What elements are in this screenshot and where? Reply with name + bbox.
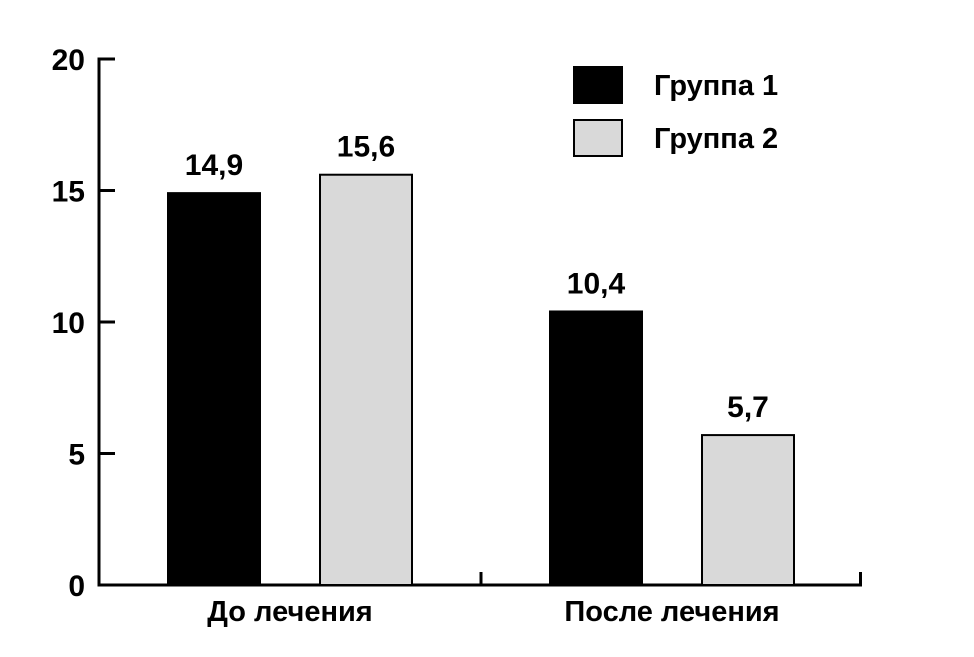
bars	[167, 173, 795, 586]
category-labels: До лечения После лечения	[207, 596, 779, 628]
x-category-label: До лечения	[207, 596, 372, 628]
legend-swatch	[573, 119, 623, 157]
x-category-label: После лечения	[564, 596, 779, 628]
bar	[549, 310, 643, 586]
legend-swatch	[573, 66, 623, 104]
legend: Группа 1 Группа 2	[573, 66, 778, 157]
y-axis: 0 5 10 15 20	[52, 44, 115, 603]
bar	[701, 434, 795, 586]
value-labels: 14,9 10,4 15,6 5,7	[185, 131, 769, 424]
bar	[319, 173, 413, 586]
bar-value-label: 10,4	[567, 267, 626, 300]
y-tick-label: 15	[52, 176, 85, 209]
y-tick-label: 5	[68, 439, 85, 472]
y-tick-label: 0	[68, 570, 85, 603]
bar-value-label: 15,6	[337, 131, 395, 164]
bar	[167, 192, 261, 586]
y-tick-label: 10	[52, 307, 85, 340]
legend-label: Группа 2	[654, 123, 778, 155]
bar-value-label: 5,7	[727, 391, 769, 424]
y-tick-label: 20	[52, 44, 85, 77]
bar-value-label: 14,9	[185, 149, 243, 182]
legend-label: Группа 1	[654, 70, 778, 102]
